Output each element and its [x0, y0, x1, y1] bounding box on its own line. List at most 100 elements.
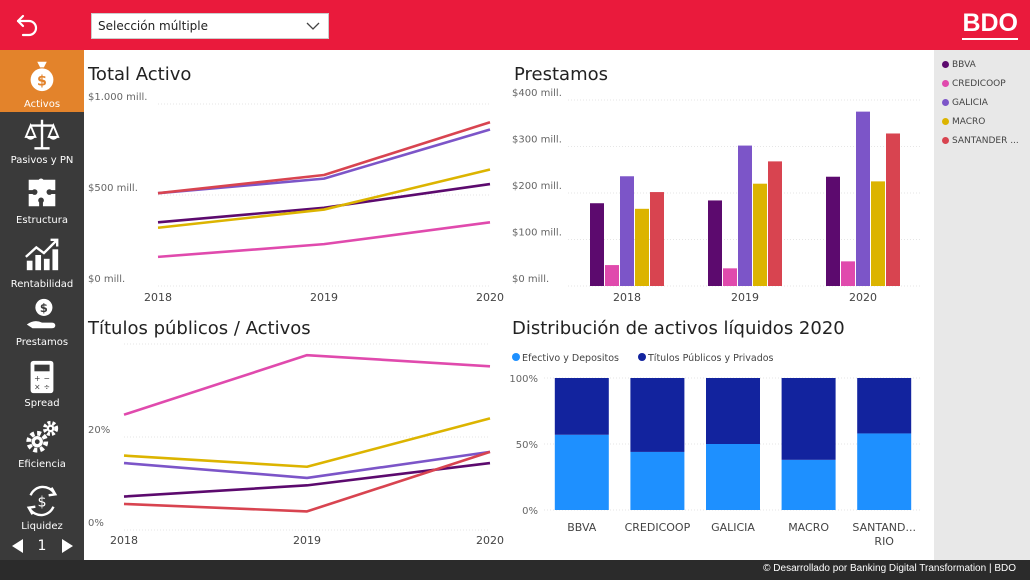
y-tick-label: 40% [88, 342, 110, 343]
chart-title-distribucion: Distribución de activos líquidos 2020 [512, 318, 845, 339]
bar-efectivo-3 [781, 459, 836, 510]
chevron-down-icon [306, 22, 320, 30]
bar-bbva-2018 [590, 203, 604, 286]
x-tick-label: 2019 [293, 534, 321, 547]
calculator-icon: + − × ÷ [30, 360, 54, 394]
back-arrow-icon[interactable] [14, 12, 40, 38]
bar-efectivo-2 [706, 444, 760, 510]
chart-title-titulos-publicos: Títulos públicos / Activos [88, 318, 311, 339]
top-bar: Selección múltiple BDO [0, 0, 1030, 50]
x-tick-label: BBVA [567, 521, 597, 534]
x-tick-label: MACRO [788, 521, 829, 534]
y-tick-label: $300 mill. [512, 135, 562, 146]
y-tick-label: 50% [516, 440, 538, 451]
chart-title-prestamos: Prestamos [514, 64, 609, 85]
titulos-publicos-chart[interactable]: 0% 20% 40% 2018 2019 2020 [84, 342, 504, 554]
sidebar-item-label: Pasivos y PN [10, 155, 74, 166]
footer-credit: © Desarrollado por Banking Digital Trans… [763, 563, 1016, 574]
bar-titulos-2 [706, 378, 760, 444]
y-tick-label: $400 mill. [512, 88, 562, 99]
x-tick-label: 2020 [849, 291, 877, 304]
prestamos-chart[interactable]: $0 mill. $100 mill. $200 mill. $300 mill. $4… [508, 88, 930, 308]
legend-label-efectivo: Efectivo y Depositos [522, 353, 619, 364]
y-tick-label: $1.000 mill. [88, 92, 147, 103]
svg-text:$: $ [40, 301, 48, 315]
bar-santander-2018 [650, 192, 664, 286]
series-line-credicoop [123, 353, 491, 416]
y-tick-label: $200 mill. [512, 181, 562, 192]
sidebar-item-rentabilidad[interactable]: Rentabilidad [0, 230, 84, 290]
growth-chart-icon [25, 238, 59, 271]
dollar-cycle-icon: $ [26, 485, 58, 517]
svg-text:$: $ [37, 495, 46, 511]
legend-dot [638, 353, 646, 361]
next-page-icon[interactable] [62, 539, 73, 553]
svg-text:×: × [34, 382, 40, 391]
bar-efectivo-1 [630, 451, 685, 510]
legend-dot [942, 118, 949, 125]
bar-titulos-3 [781, 378, 836, 460]
prev-page-icon[interactable] [12, 539, 23, 553]
y-tick-label: $500 mill. [88, 183, 138, 194]
sidebar-item-label: Rentabilidad [10, 279, 74, 290]
x-tick-label: 2018 [144, 291, 172, 304]
selection-dropdown[interactable]: Selección múltiple [91, 13, 329, 39]
svg-text:$: $ [37, 73, 47, 89]
sidebar-item-prestamos[interactable]: $ Prestamos [0, 290, 84, 350]
gears-icon [26, 420, 59, 453]
legend-dot [942, 99, 949, 106]
sidebar-item-label: Prestamos [15, 337, 69, 348]
legend-label: MACRO [952, 117, 986, 127]
sidebar-item-estructura[interactable]: Estructura [0, 170, 84, 230]
y-tick-label: 20% [88, 425, 110, 436]
x-tick-label: CREDICOOP [625, 521, 691, 534]
bar-santander-2020 [886, 133, 900, 286]
money-bag-icon: $ [30, 61, 54, 92]
legend-label: CREDICOOP [952, 79, 1006, 89]
bar-bbva-2020 [826, 176, 840, 286]
legend-dot [942, 61, 949, 68]
page-navigator: 1 [0, 535, 84, 559]
legend-label: BBVA [952, 60, 976, 70]
bar-efectivo-0 [554, 434, 609, 510]
sidebar-item-activos[interactable]: $ Activos [0, 50, 84, 112]
bar-titulos-1 [630, 378, 685, 452]
x-tick-label: RIO [874, 535, 894, 548]
legend-dot [942, 137, 949, 144]
legend-label: SANTANDER ... [952, 136, 1019, 146]
sidebar-item-spread[interactable]: + − × ÷ Spread [0, 350, 84, 412]
chart-title-total-activo: Total Activo [88, 64, 192, 85]
total-activo-chart[interactable]: $0 mill. $500 mill. $1.000 mill. 2018 2019 20… [84, 88, 504, 308]
sidebar-item-eficiencia[interactable]: Eficiencia [0, 412, 84, 472]
series-line-bbva [157, 182, 491, 224]
legend-item-credicoop[interactable]: CREDICOOP [942, 79, 1006, 89]
bar-titulos-4 [857, 378, 912, 434]
distribucion-chart[interactable]: Efectivo y Depositos Títulos Públicos y P… [508, 342, 930, 554]
legend-dot [942, 80, 949, 87]
y-tick-label: $0 mill. [512, 274, 549, 285]
y-tick-label: $0 mill. [88, 274, 125, 285]
legend-label: GALICIA [952, 98, 988, 108]
y-tick-label: $100 mill. [512, 228, 562, 239]
bar-santander-2019 [768, 161, 782, 286]
sidebar-item-pasivos[interactable]: Pasivos y PN [0, 112, 84, 170]
legend-panel: BBVA CREDICOOP GALICIA MACRO SANTANDER .… [934, 50, 1030, 560]
bdo-logo: BDO [962, 8, 1018, 40]
legend-item-santander[interactable]: SANTANDER ... [942, 136, 1019, 146]
bar-galicia-2019 [738, 145, 752, 286]
series-line-macro [157, 168, 491, 230]
x-tick-label: 2020 [476, 534, 504, 547]
legend-item-bbva[interactable]: BBVA [942, 60, 976, 70]
x-tick-label: SANTAND... [852, 521, 916, 534]
legend-dot [512, 353, 520, 361]
series-line-credicoop [157, 221, 491, 259]
page-number: 1 [37, 538, 47, 554]
legend-item-macro[interactable]: MACRO [942, 117, 985, 127]
bar-galicia-2020 [856, 111, 870, 286]
legend-item-galicia[interactable]: GALICIA [942, 98, 988, 108]
dropdown-value: Selección múltiple [98, 19, 209, 33]
hand-money-icon: $ [26, 298, 56, 329]
series-line-santander [123, 450, 491, 513]
bar-macro-2020 [871, 181, 885, 286]
sidebar-item-liquidez[interactable]: $ Liquidez [0, 472, 84, 534]
